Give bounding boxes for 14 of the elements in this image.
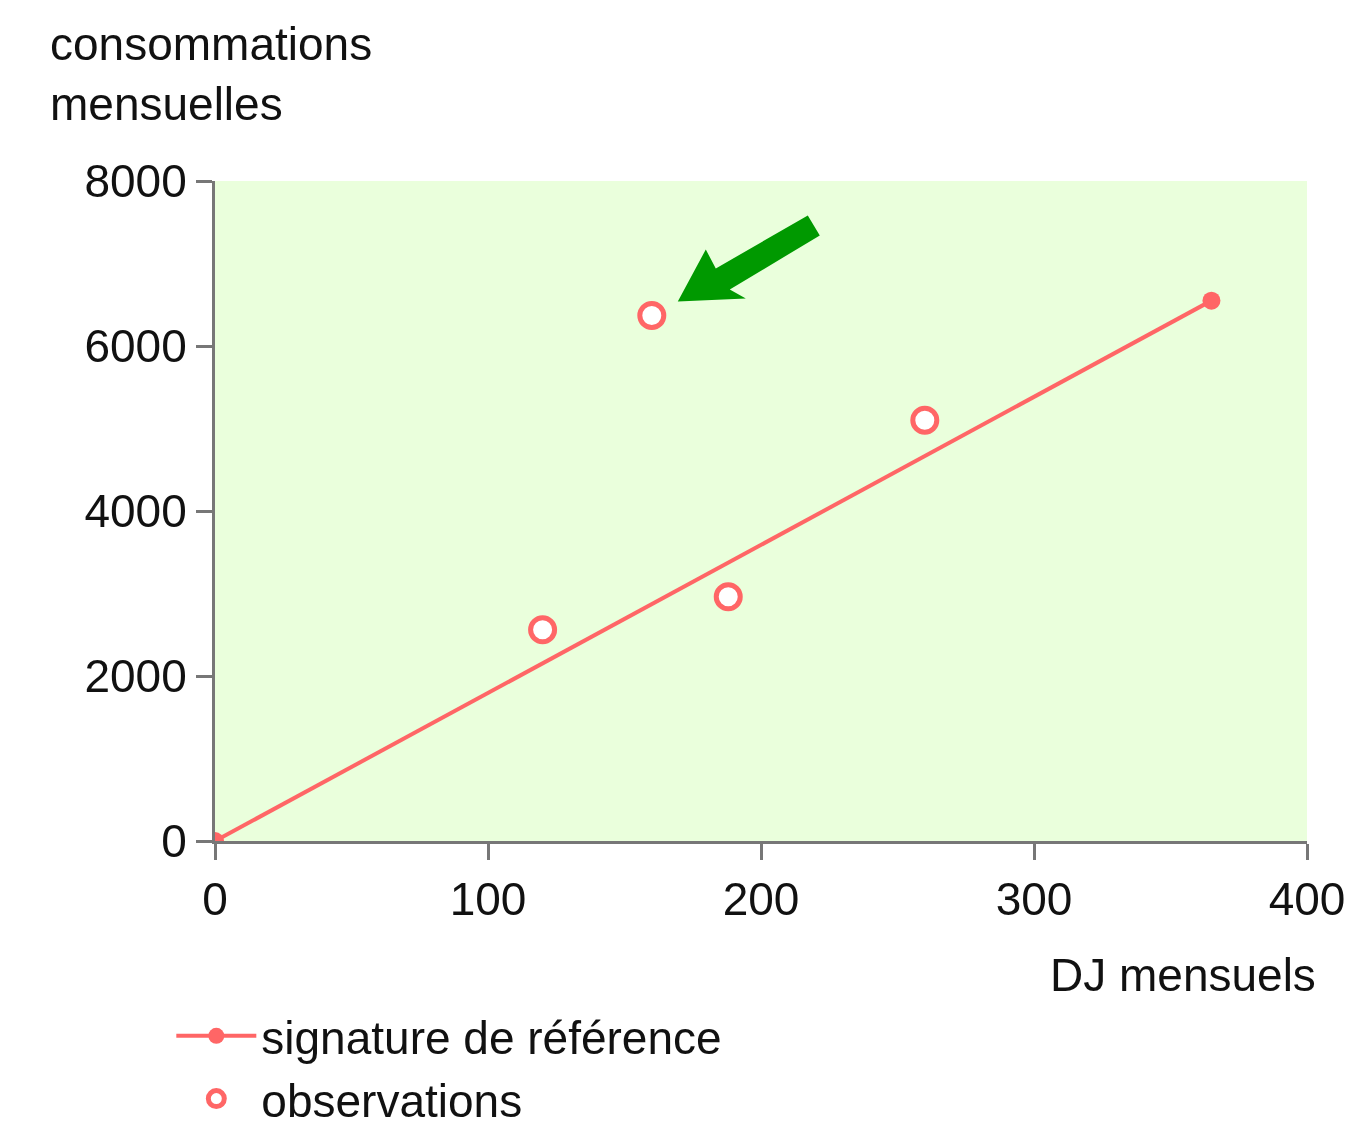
x-tick-label: 400: [1268, 873, 1346, 926]
y-tick-label: 4000: [84, 485, 187, 538]
y-tick-label: 6000: [84, 320, 187, 373]
x-tick-label: 200: [722, 873, 800, 926]
y-axis-title: consommations mensuelles: [50, 18, 373, 130]
legend-label: observations: [261, 1074, 523, 1127]
x-tick-label: 100: [449, 873, 527, 926]
y-tick-label: 0: [161, 815, 187, 868]
legend-label: signature de référence: [261, 1011, 722, 1064]
x-tick-label: 0: [202, 873, 228, 926]
y-tick-label: 2000: [84, 650, 187, 703]
x-tick-label: 300: [995, 873, 1073, 926]
y-tick-label: 8000: [84, 155, 187, 208]
x-axis-title: DJ mensuels: [1050, 949, 1316, 1001]
